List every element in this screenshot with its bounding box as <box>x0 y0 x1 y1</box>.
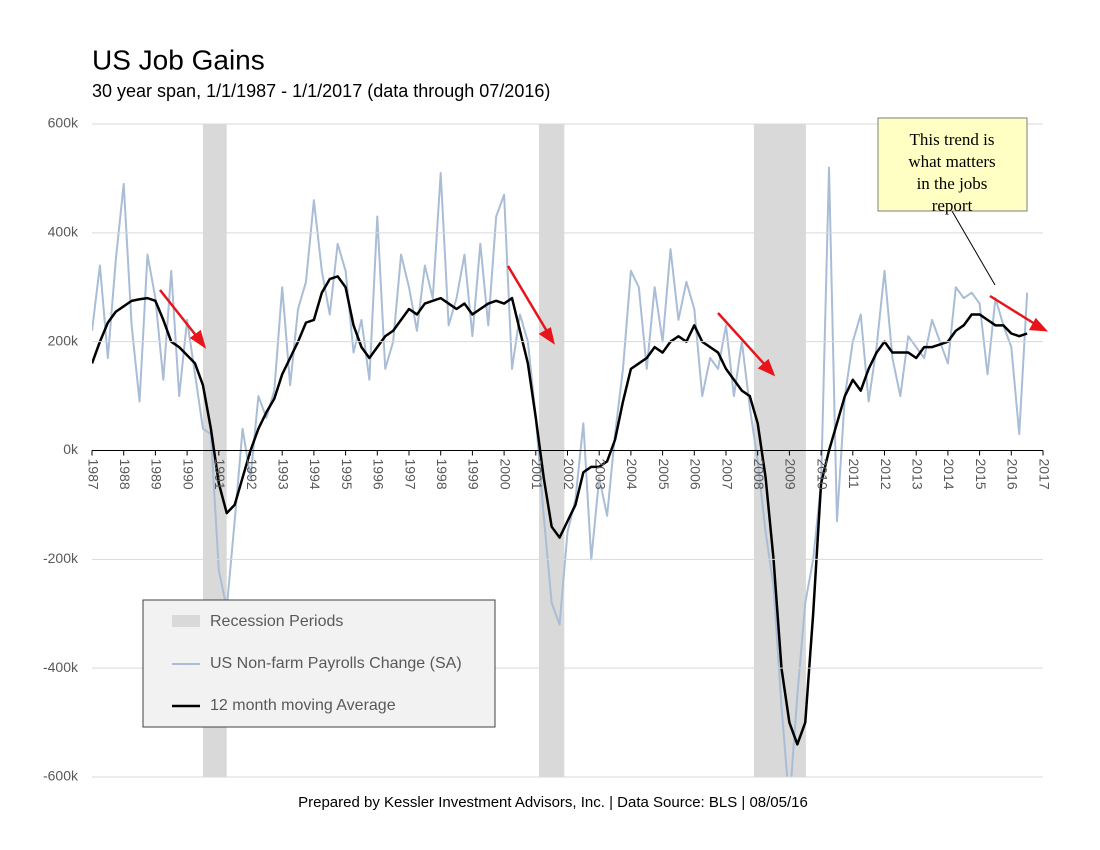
arrow <box>506 265 550 334</box>
y-tick-label: -600k <box>43 768 79 784</box>
x-tick-label: 1990 <box>180 459 196 490</box>
x-tick-label: 2014 <box>941 459 957 490</box>
callout-line: report <box>932 196 973 215</box>
arrow <box>717 312 767 367</box>
y-tick-label: 400k <box>48 224 79 240</box>
arrow <box>159 289 199 339</box>
x-tick-label: 2011 <box>846 459 862 489</box>
arrowhead <box>538 327 555 345</box>
x-tick-label: 2017 <box>1036 459 1052 490</box>
x-tick-label: 2013 <box>909 459 925 490</box>
x-tick-label: 2009 <box>783 459 799 490</box>
x-tick-label: 2001 <box>529 459 545 490</box>
y-tick-label: -400k <box>43 659 79 675</box>
source-note: Prepared by Kessler Investment Advisors,… <box>298 794 808 811</box>
x-tick-label: 2003 <box>592 459 608 490</box>
x-tick-label: 1991 <box>212 459 228 490</box>
x-tick-label: 1996 <box>371 459 387 490</box>
y-tick-label: 0k <box>63 441 79 457</box>
chart-subtitle: 30 year span, 1/1/1987 - 1/1/2017 (data … <box>92 81 550 101</box>
x-tick-label: 1994 <box>307 459 323 490</box>
x-tick-label: 1995 <box>339 459 355 490</box>
legend-label: US Non-farm Payrolls Change (SA) <box>210 655 462 672</box>
x-tick-label: 2012 <box>878 459 894 490</box>
legend-entries: Recession Periods US Non-farm Payrolls Ch… <box>172 613 462 714</box>
x-tick-label: 2007 <box>719 459 735 490</box>
x-tick-label: 2000 <box>497 459 513 490</box>
x-tick-label: 2016 <box>1005 459 1021 490</box>
y-tick-label: 600k <box>48 115 79 131</box>
arrowhead <box>757 358 776 377</box>
x-tick-label: 1989 <box>149 459 165 490</box>
y-tick-label: -200k <box>43 550 79 566</box>
x-tick-label: 2006 <box>688 459 704 490</box>
legend-swatch <box>172 615 200 627</box>
x-tick-label: 2004 <box>624 459 640 490</box>
trend-arrows <box>159 265 1049 377</box>
arrowhead <box>1028 317 1049 332</box>
legend-box <box>142 599 496 728</box>
x-tick-label: 1997 <box>402 459 418 490</box>
callout-box <box>877 117 1028 212</box>
chart-title: US Job Gains <box>92 44 265 75</box>
arrowhead <box>189 329 207 349</box>
callout-pointer <box>951 210 996 286</box>
callout-line: in the jobs <box>917 174 988 193</box>
series-line <box>92 275 1028 746</box>
legend: Recession Periods US Non-farm Payrolls Ch… <box>142 599 496 728</box>
callout-line: This trend is <box>910 130 995 149</box>
x-tick-label: 2008 <box>751 459 767 490</box>
x-tick-label: 2002 <box>561 459 577 490</box>
callout-line: what matters <box>908 152 995 171</box>
x-tick-label: 1987 <box>85 459 101 490</box>
arrow <box>989 294 1036 326</box>
x-tick-label: 1993 <box>275 459 291 490</box>
x-tick-label: 1992 <box>244 459 260 490</box>
x-tick-label: 2010 <box>814 459 830 490</box>
legend-label: Recession Periods <box>210 613 343 630</box>
callout-text: This trend is what matters in the jobs repo… <box>908 130 995 215</box>
x-tick-label: 1988 <box>117 459 133 490</box>
y-tick-label: 200k <box>48 332 79 348</box>
x-tick-label: 2015 <box>973 459 989 490</box>
x-tick-label: 1998 <box>434 459 450 490</box>
legend-label: 12 month moving Average <box>210 697 396 714</box>
x-tick-label: 1999 <box>466 459 482 490</box>
x-tick-label: 2005 <box>656 459 672 490</box>
